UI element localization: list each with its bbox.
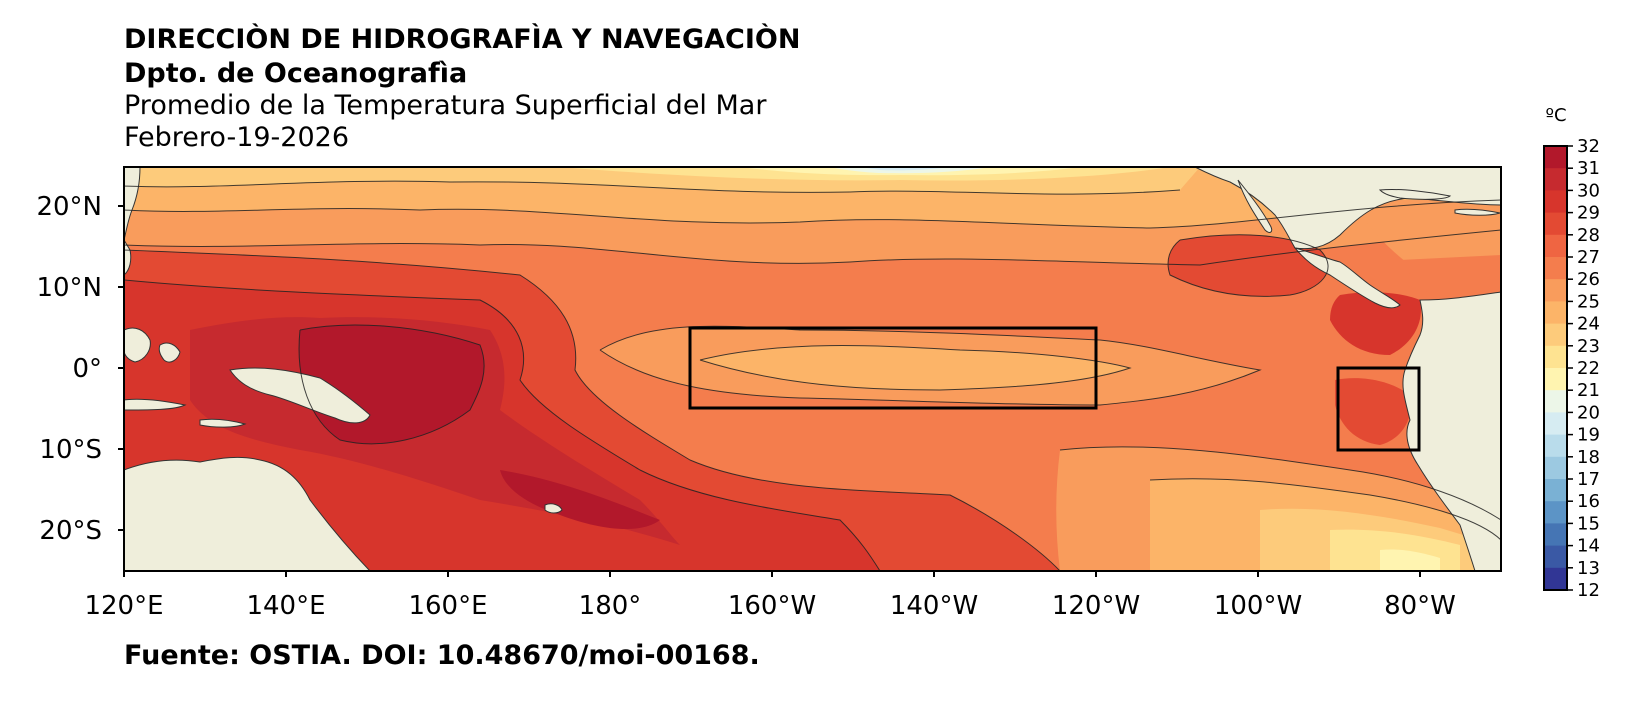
colorbar-tick-label: 24 xyxy=(1577,314,1600,335)
colorbar-unit: ºC xyxy=(1545,105,1566,126)
lon-label: 160°E xyxy=(408,591,487,621)
agency-title: DIRECCIÒN DE HIDROGRAFÌA Y NAVEGACIÒN xyxy=(124,24,801,55)
nino34-box xyxy=(688,326,1098,410)
colorbar-tick-label: 25 xyxy=(1577,291,1600,312)
colorbar-tick-label: 26 xyxy=(1577,269,1600,290)
lon-label: 120°E xyxy=(84,591,163,621)
colorbar-tick-label: 19 xyxy=(1577,425,1600,446)
colorbar-swatch xyxy=(1544,501,1567,524)
data-source: Fuente: OSTIA. DOI: 10.48670/moi-00168. xyxy=(124,640,760,671)
colorbar xyxy=(1544,146,1567,591)
colorbar-swatch xyxy=(1544,567,1567,591)
colorbar-tick-label: 12 xyxy=(1577,580,1600,601)
colorbar-swatch xyxy=(1544,279,1567,302)
department-title: Dpto. de Oceanografìa xyxy=(124,58,468,89)
colorbar-swatch xyxy=(1544,323,1567,347)
lon-label: 180° xyxy=(579,591,642,621)
colorbar-tick-label: 13 xyxy=(1577,558,1600,579)
colorbar-tick-label: 23 xyxy=(1577,336,1600,357)
colorbar-tick-label: 28 xyxy=(1577,225,1600,246)
colorbar-swatch xyxy=(1544,190,1567,214)
nino12-box xyxy=(1336,366,1421,452)
colorbar-tick-label: 15 xyxy=(1577,513,1600,534)
lat-label: 10°S xyxy=(39,435,102,465)
colorbar-tick-label: 20 xyxy=(1577,402,1600,423)
colorbar-swatch xyxy=(1544,523,1567,547)
lon-label: 100°W xyxy=(1214,591,1302,621)
colorbar-swatch xyxy=(1544,146,1567,169)
map-date: Febrero-19-2026 xyxy=(124,122,350,153)
colorbar-swatch xyxy=(1544,168,1567,191)
lat-label: 20°N xyxy=(36,192,102,222)
colorbar-swatch xyxy=(1544,545,1567,569)
colorbar-swatch xyxy=(1544,345,1567,369)
colorbar-tick-label: 14 xyxy=(1577,536,1600,557)
colorbar-tick-label: 30 xyxy=(1577,180,1600,201)
colorbar-swatch xyxy=(1544,434,1567,458)
colorbar-tick-label: 21 xyxy=(1577,380,1600,401)
colorbar-swatch xyxy=(1544,390,1567,413)
lat-label: 0° xyxy=(72,354,102,384)
colorbar-tick-label: 22 xyxy=(1577,358,1600,379)
lon-label: 140°E xyxy=(246,591,325,621)
lat-label: 10°N xyxy=(36,273,102,303)
sst-field xyxy=(124,167,1501,571)
colorbar-tick-label: 31 xyxy=(1577,158,1600,179)
colorbar-swatch xyxy=(1544,479,1567,502)
colorbar-tick-label: 29 xyxy=(1577,203,1600,224)
colorbar-swatch xyxy=(1544,301,1567,325)
colorbar-swatch xyxy=(1544,412,1567,436)
lon-label: 80°W xyxy=(1384,591,1456,621)
colorbar-swatch xyxy=(1544,257,1567,280)
colorbar-swatch xyxy=(1544,368,1567,391)
colorbar-swatch xyxy=(1544,456,1567,480)
colorbar-swatch xyxy=(1544,212,1567,236)
colorbar-tick-label: 17 xyxy=(1577,469,1600,490)
colorbar-tick-label: 18 xyxy=(1577,447,1600,468)
colorbar-tick-label: 27 xyxy=(1577,247,1600,268)
colorbar-tick-label: 16 xyxy=(1577,491,1600,512)
colorbar-swatch xyxy=(1544,234,1567,258)
map-title: Promedio de la Temperatura Superficial d… xyxy=(124,90,767,121)
colorbar-tick-label: 32 xyxy=(1577,136,1600,157)
lon-label: 140°W xyxy=(890,591,978,621)
lat-label: 20°S xyxy=(39,516,102,546)
lon-label: 160°W xyxy=(728,591,816,621)
land xyxy=(124,167,1501,571)
lon-label: 120°W xyxy=(1052,591,1140,621)
